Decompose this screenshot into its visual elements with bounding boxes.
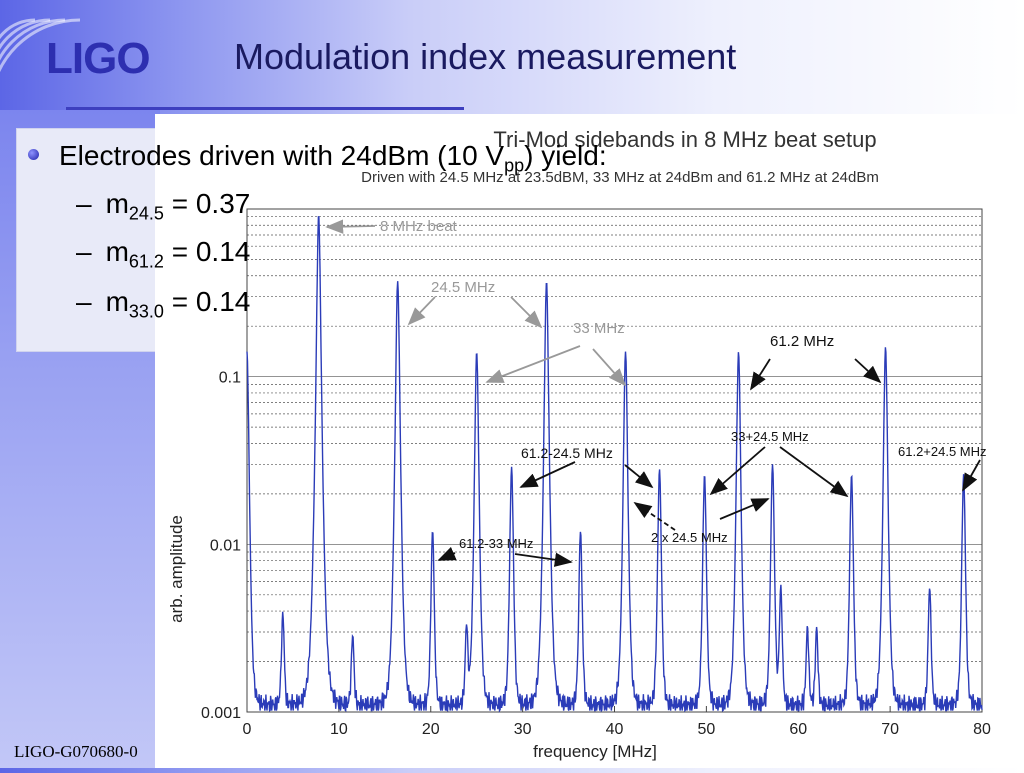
annotation-arrow xyxy=(854,358,882,384)
annotation-arrow xyxy=(592,348,627,387)
m-value: = 0.14 xyxy=(163,286,251,317)
annotation-label: 8 MHz beat xyxy=(380,218,458,235)
annotation-arrow xyxy=(750,358,771,391)
subbullet-m61: – m61.2 = 0.14 xyxy=(76,236,250,273)
annotation-arrow xyxy=(719,498,770,520)
dash: – xyxy=(76,236,92,267)
subbullet-m33: – m33.0 = 0.14 xyxy=(76,286,250,323)
x-tick-label: 80 xyxy=(973,721,991,738)
chart-panel: Tri-Mod sidebands in 8 MHz beat setup Dr… xyxy=(155,114,1024,768)
x-tick-label: 20 xyxy=(422,721,440,738)
bullet-dot-icon xyxy=(28,149,39,161)
y-tick-label: 0.001 xyxy=(201,705,241,722)
chart-grid xyxy=(247,216,982,662)
annotation-label: 33 MHz xyxy=(573,320,625,337)
subbullet-m24: – m24.5 = 0.37 xyxy=(76,188,250,225)
annotation-arrow xyxy=(325,219,376,234)
annotation-label: 61.2-24.5 MHz xyxy=(521,445,613,461)
x-tick-label: 30 xyxy=(514,721,532,738)
bullet-text-pre: Electrodes driven with 24dBm (10 V xyxy=(59,140,505,171)
ligo-logo: LIGO xyxy=(46,34,151,83)
logo-arcs-icon xyxy=(0,18,81,73)
x-tick-label: 0 xyxy=(243,721,252,738)
m-value: = 0.14 xyxy=(163,236,251,267)
x-tick-label: 10 xyxy=(330,721,348,738)
annotation-label: 2 x 24.5 MHz xyxy=(651,530,728,545)
plot-frame xyxy=(246,208,983,713)
chart-annotations: 8 MHz beat 24.5 MHz 33 MHz 61.2 MHz 33+24.5 … xyxy=(325,218,987,567)
x-tick-label: 70 xyxy=(881,721,899,738)
title-divider xyxy=(66,107,464,110)
m-symbol: m xyxy=(105,286,129,317)
annotation-arrow xyxy=(779,446,849,498)
spectrum-chart: Tri-Mod sidebands in 8 MHz beat setup Dr… xyxy=(167,127,991,761)
x-axis-label: frequency [MHz] xyxy=(533,742,657,761)
annotation-arrow xyxy=(709,446,766,496)
bullet-text-sub: pp xyxy=(504,155,525,176)
dash: – xyxy=(76,188,92,219)
annotation-arrow xyxy=(437,546,457,561)
annotation-arrow xyxy=(633,501,676,531)
chart-axes xyxy=(246,208,983,713)
annotation-arrow xyxy=(510,296,543,329)
annotation-arrow xyxy=(962,459,981,492)
m-symbol: m xyxy=(105,188,129,219)
annotation-arrow xyxy=(519,461,576,488)
y-axis-label: arb. amplitude xyxy=(167,515,186,623)
annotation-label: 61.2 MHz xyxy=(770,333,834,350)
footer-doc-id: LIGO-G070680-0 xyxy=(14,742,138,761)
m-value: = 0.37 xyxy=(163,188,251,219)
annotation-label: 33+24.5 MHz xyxy=(731,429,809,444)
chart-ticks: 0 10 20 30 40 50 60 70 80 0.001 0.01 0.1 xyxy=(201,370,991,738)
annotation-arrow xyxy=(624,464,654,489)
annotation-arrow xyxy=(407,296,436,326)
bullet-main: Electrodes driven with 24dBm (10 Vpp) yi… xyxy=(28,140,607,177)
m-subscript: 33.0 xyxy=(128,301,164,322)
y-tick-label: 0.01 xyxy=(210,537,241,554)
annotation-arrow xyxy=(514,552,573,567)
bullet-text-post: ) yield: xyxy=(524,140,607,171)
x-tick-label: 50 xyxy=(697,721,715,738)
m-subscript: 61.2 xyxy=(128,251,164,272)
chart-title: Tri-Mod sidebands in 8 MHz beat setup xyxy=(493,127,876,152)
m-subscript: 24.5 xyxy=(128,203,164,224)
dash: – xyxy=(76,286,92,317)
annotation-label: 61.2+24.5 MHz xyxy=(898,444,987,459)
y-tick-label: 0.1 xyxy=(219,370,241,387)
page-title: Modulation index measurement xyxy=(234,36,737,77)
annotation-arrow xyxy=(485,345,581,383)
spectrum-trace xyxy=(246,216,983,713)
x-tick-label: 60 xyxy=(789,721,807,738)
annotation-label: 24.5 MHz xyxy=(431,279,495,296)
chart-subtitle: Driven with 24.5 MHz at 23.5dBM, 33 MHz … xyxy=(361,169,879,186)
m-symbol: m xyxy=(105,236,129,267)
x-tick-label: 40 xyxy=(606,721,624,738)
annotation-label: 61.2-33 MHz xyxy=(459,536,533,551)
